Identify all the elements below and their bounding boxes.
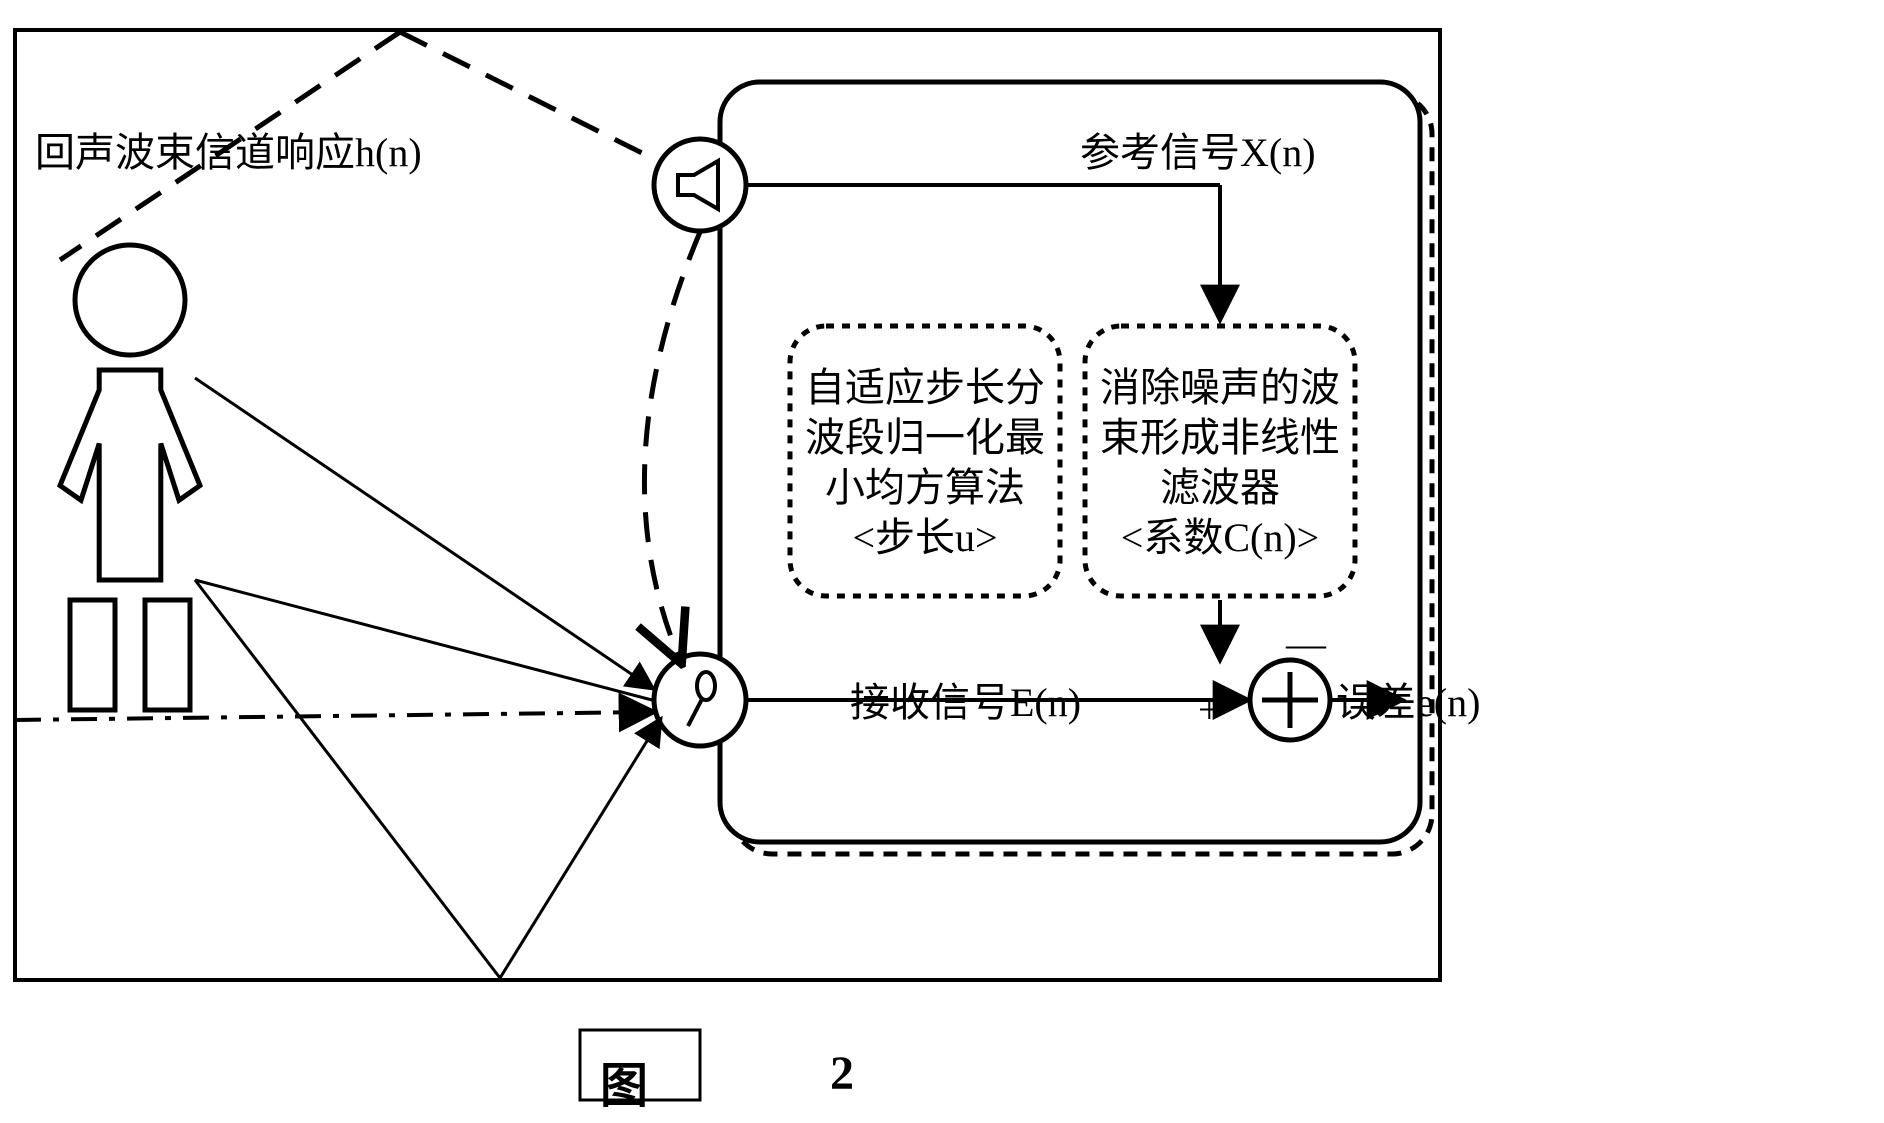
received-signal-label: 接收信号E(n): [850, 670, 1081, 728]
echo-direct-dash: [644, 232, 700, 660]
noise-path-dashdot: [15, 712, 652, 720]
minus-sign: —: [1286, 620, 1326, 667]
echo-channel-label: 回声波束信道响应h(n): [35, 120, 422, 178]
person-leg-left: [70, 600, 115, 710]
algo-box-line4: <步长u>: [790, 505, 1060, 563]
caption-num: 2: [830, 1046, 854, 1101]
person-head: [75, 245, 185, 355]
caption-fig: 图: [600, 1046, 648, 1116]
person-body: [60, 370, 200, 580]
plus-sign: +: [1198, 686, 1221, 733]
filter-box-line4: <系数C(n)>: [1085, 505, 1355, 563]
speaker-icon: [654, 139, 746, 231]
person-leg-right: [145, 600, 190, 710]
error-label: 误差e(n): [1336, 670, 1480, 728]
echo-wall-dash-1: [400, 32, 656, 160]
floor-reflect-1: [195, 580, 500, 978]
reference-signal-label: 参考信号X(n): [1080, 120, 1316, 178]
diagram-canvas: 回声波束信道响应h(n) 参考信号X(n) 接收信号E(n) + — 误差e(n…: [0, 0, 1884, 1123]
floor-reflect-2: [500, 720, 660, 978]
